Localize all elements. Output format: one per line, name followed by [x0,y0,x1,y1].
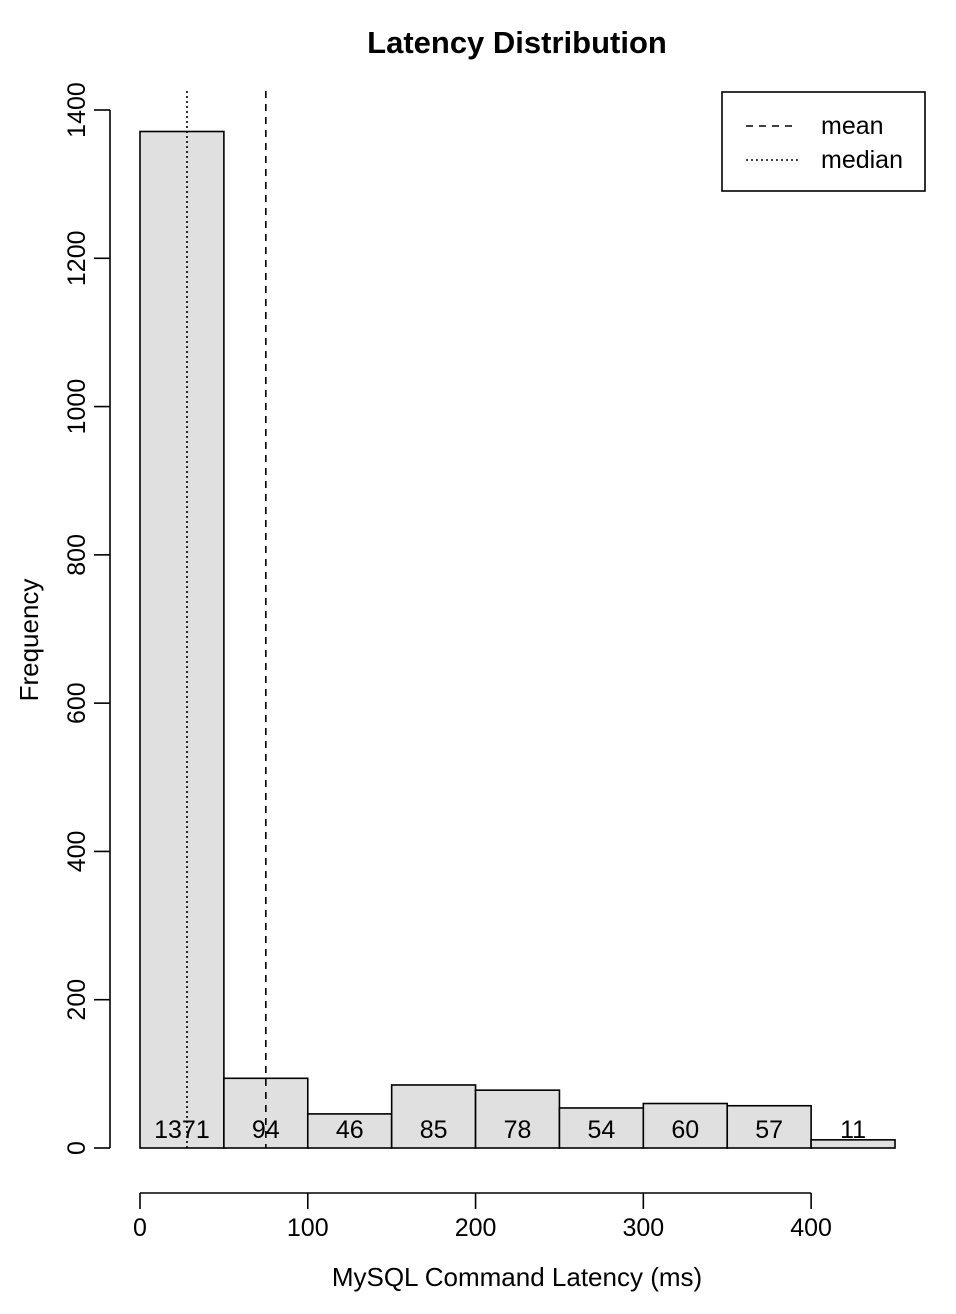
bar-count-label: 57 [755,1116,783,1144]
y-tick-label: 1000 [63,379,91,435]
x-tick-label: 100 [287,1214,329,1242]
histogram-bar [558,1107,645,1149]
y-tick-label: 1200 [63,230,91,286]
histogram-bar [726,1104,812,1149]
histogram-bar [306,1113,393,1149]
legend: mean median [721,91,926,192]
y-axis: 0 200 400 600 800 1000 1200 1400 [63,82,111,1155]
x-tick-label: 400 [790,1214,832,1242]
bars: 1371 94 46 85 78 54 60 57 11 [139,130,896,1149]
bar-count-label: 11 [840,1116,866,1144]
x-axis-label: MySQL Command Latency (ms) [332,1262,702,1292]
y-tick-label: 0 [63,1141,91,1155]
bar-count-label: 78 [504,1116,532,1144]
chart-title: Latency Distribution [367,25,667,60]
x-tick-label: 200 [455,1214,497,1242]
y-tick-label: 400 [63,831,91,873]
x-tick-label: 300 [622,1214,664,1242]
x-tick-label: 0 [133,1214,147,1242]
histogram-bar [642,1102,729,1149]
histogram-bar [390,1084,477,1149]
bar-count-label: 54 [587,1116,615,1144]
y-tick-label: 1400 [63,82,91,138]
y-tick-label: 800 [63,534,91,576]
reference-lines [186,91,267,1148]
bar-count-label: 85 [420,1116,448,1144]
legend-median-label: median [821,146,903,174]
legend-box [721,91,926,192]
legend-mean-label: mean [821,112,884,140]
x-axis: 0 100 200 300 400 [133,1192,832,1242]
bar-count-label: 60 [671,1116,699,1144]
y-tick-label: 200 [63,979,91,1021]
y-tick-label: 600 [63,682,91,724]
histogram-bar [810,1139,896,1149]
bar-count-label: 46 [336,1116,364,1144]
bar-count-label: 1371 [154,1116,210,1144]
y-axis-label: Frequency [14,579,44,702]
histogram-bar [139,130,225,1149]
